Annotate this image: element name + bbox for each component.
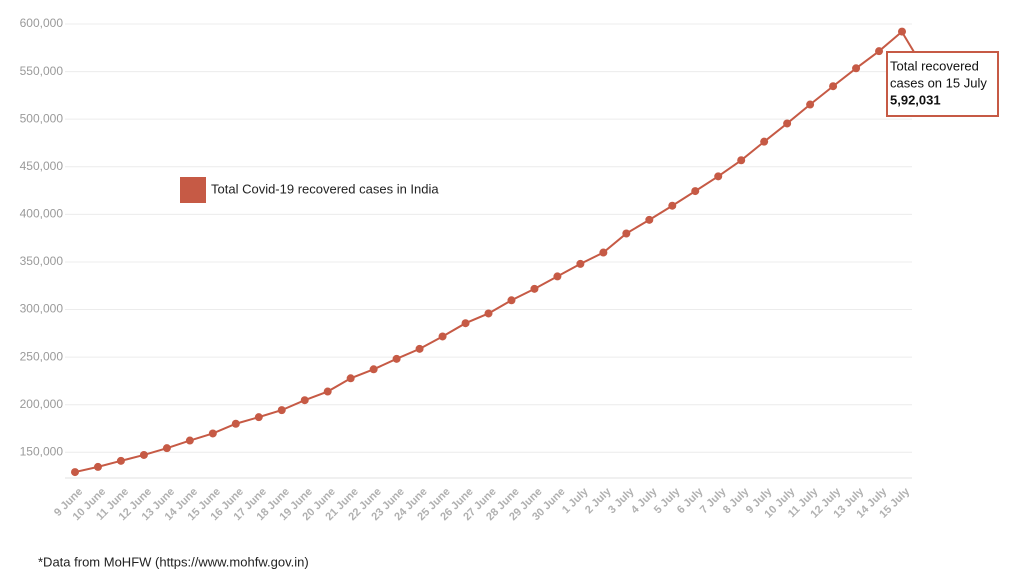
annotation-value: 5,92,031 xyxy=(890,92,941,107)
point xyxy=(300,396,309,405)
point xyxy=(208,429,217,438)
legend-swatch xyxy=(180,177,206,203)
point xyxy=(185,436,194,445)
point xyxy=(484,309,493,318)
point xyxy=(93,462,102,471)
y-tick-label: 500,000 xyxy=(20,111,64,125)
point xyxy=(668,201,677,210)
point xyxy=(369,365,378,374)
line xyxy=(74,30,903,474)
y-tick-label: 450,000 xyxy=(20,159,64,173)
point xyxy=(116,456,125,465)
point xyxy=(852,64,861,73)
y-tick-label: 150,000 xyxy=(20,444,64,458)
y-tick-label: 400,000 xyxy=(20,207,64,221)
annotation-text: cases on 15 July xyxy=(890,75,987,90)
y-tick-label: 550,000 xyxy=(20,64,64,78)
point xyxy=(277,406,286,415)
point xyxy=(576,259,585,268)
y-tick-label: 300,000 xyxy=(20,302,64,316)
y-tick-label: 600,000 xyxy=(20,16,64,30)
point xyxy=(737,156,746,165)
point xyxy=(898,27,906,36)
point xyxy=(415,344,424,353)
y-tick-label: 250,000 xyxy=(20,349,64,363)
annotation-box xyxy=(886,51,999,117)
point xyxy=(806,100,815,109)
point xyxy=(162,444,171,453)
point xyxy=(71,468,79,477)
y-tick-label: 200,000 xyxy=(20,397,64,411)
point xyxy=(530,284,539,293)
annotation-connector xyxy=(901,31,915,53)
point xyxy=(714,172,723,181)
source-note: *Data from MoHFW (https://www.mohfw.gov.… xyxy=(38,554,309,569)
point xyxy=(783,119,792,128)
point xyxy=(507,296,516,305)
point xyxy=(139,450,148,459)
point xyxy=(599,248,608,257)
legend-label: Total Covid-19 recovered cases in India xyxy=(211,181,439,196)
point xyxy=(829,82,838,91)
point xyxy=(323,387,332,396)
point xyxy=(392,354,401,363)
point xyxy=(875,47,884,56)
point xyxy=(645,215,654,224)
point xyxy=(691,187,700,196)
y-tick-label: 350,000 xyxy=(20,254,64,268)
point xyxy=(438,332,447,341)
point xyxy=(254,413,263,422)
point xyxy=(346,374,355,383)
point xyxy=(461,319,470,328)
annotation-text: Total recovered xyxy=(890,58,979,73)
point xyxy=(760,137,769,146)
point xyxy=(231,419,240,428)
point xyxy=(622,229,631,238)
point xyxy=(553,272,562,281)
